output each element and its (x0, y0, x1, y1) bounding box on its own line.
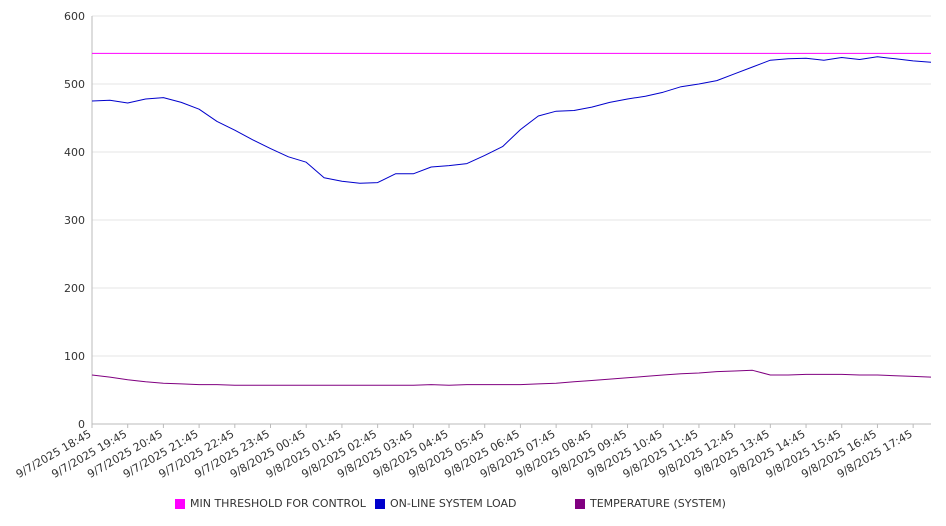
y-tick-label: 100 (64, 350, 85, 363)
y-tick-label: 600 (64, 10, 85, 23)
y-tick-labels: 0 100 200 300 400 500 600 (64, 10, 85, 431)
x-tick-labels: 9/7/2025 18:459/7/2025 19:459/7/2025 20:… (14, 427, 915, 481)
axes (91, 16, 931, 428)
legend-label-system-load: ON-LINE SYSTEM LOAD (390, 497, 517, 510)
legend: MIN THRESHOLD FOR CONTROL ON-LINE SYSTEM… (0, 497, 946, 515)
series-lines (91, 52, 932, 386)
y-tick-label: 0 (78, 418, 85, 431)
series-line-temperature (91, 369, 932, 386)
y-tick-label: 200 (64, 282, 85, 295)
legend-item-min-threshold[interactable]: MIN THRESHOLD FOR CONTROL (175, 497, 366, 510)
legend-item-temperature[interactable]: TEMPERATURE (SYSTEM) (575, 497, 726, 510)
legend-item-system-load[interactable]: ON-LINE SYSTEM LOAD (375, 497, 516, 510)
y-tick-label: 500 (64, 78, 85, 91)
series-line-system-load (91, 56, 932, 184)
legend-label-min-threshold: MIN THRESHOLD FOR CONTROL (190, 497, 366, 510)
legend-swatch-system-load (375, 498, 385, 509)
legend-label-temperature: TEMPERATURE (SYSTEM) (590, 497, 726, 510)
legend-swatch-min-threshold (175, 498, 185, 509)
y-tick-label: 400 (64, 146, 85, 159)
legend-swatch-temperature (575, 498, 585, 509)
y-tick-label: 300 (64, 214, 85, 227)
grid-lines (92, 15, 931, 357)
